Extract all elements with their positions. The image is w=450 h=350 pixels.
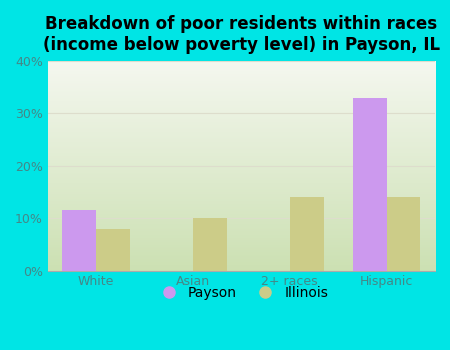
Bar bbox=[290, 197, 324, 271]
Title: Breakdown of poor residents within races
(income below poverty level) in Payson,: Breakdown of poor residents within races… bbox=[43, 15, 440, 54]
Bar bbox=[387, 197, 420, 271]
Bar bbox=[353, 98, 387, 271]
Bar bbox=[62, 210, 96, 271]
Bar bbox=[96, 229, 130, 271]
Legend: Payson, Illinois: Payson, Illinois bbox=[149, 280, 333, 306]
Bar bbox=[193, 218, 227, 271]
